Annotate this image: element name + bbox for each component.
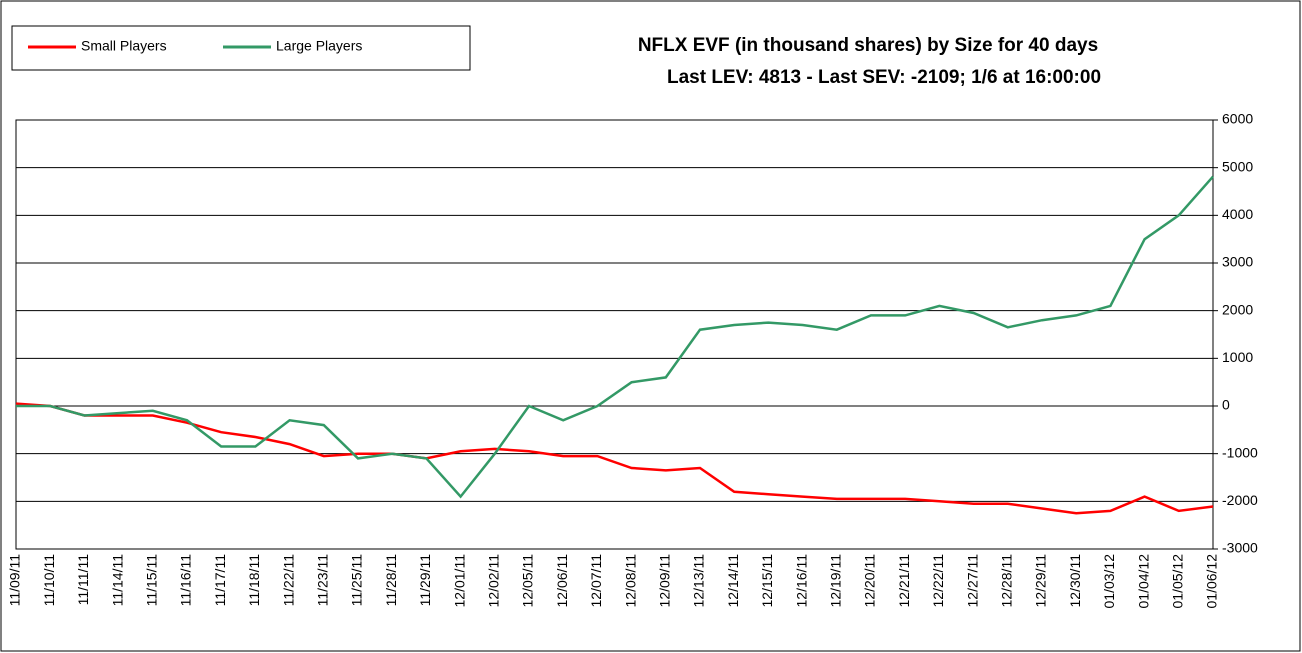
x-tick-label: 11/18/11 — [246, 554, 262, 607]
x-tick-label: 12/08/11 — [622, 554, 638, 608]
y-tick-label: 0 — [1222, 397, 1230, 413]
y-tick-label: 4000 — [1222, 206, 1253, 222]
x-tick-label: 12/21/11 — [896, 554, 912, 608]
x-tick-label: 12/29/11 — [1033, 554, 1049, 608]
x-tick-label: 12/27/11 — [964, 554, 980, 608]
x-tick-label: 12/07/11 — [588, 554, 604, 608]
x-tick-label: 11/28/11 — [383, 554, 399, 607]
legend-label: Small Players — [81, 38, 167, 54]
x-tick-label: 11/09/11 — [7, 554, 23, 607]
chart-title: NFLX EVF (in thousand shares) by Size fo… — [638, 35, 1098, 56]
series-line — [16, 175, 1214, 499]
x-tick-label: 12/28/11 — [999, 554, 1015, 608]
x-tick-label: 12/22/11 — [930, 554, 946, 608]
x-tick-label: 11/11/11 — [75, 554, 91, 606]
legend-label: Large Players — [276, 38, 362, 54]
y-tick-label: 3000 — [1222, 254, 1253, 270]
plot-area — [15, 119, 1214, 550]
x-tick-label: 12/02/11 — [486, 554, 502, 608]
x-tick-label: 12/14/11 — [725, 554, 741, 608]
chart-subtitle: Last LEV: 4813 - Last SEV: -2109; 1/6 at… — [667, 67, 1101, 88]
x-tick-label: 11/23/11 — [315, 554, 331, 607]
y-tick-label: -3000 — [1222, 540, 1258, 556]
x-tick-label: 11/17/11 — [212, 554, 228, 607]
x-tick-label: 01/05/12 — [1170, 554, 1186, 609]
y-tick-label: 5000 — [1222, 158, 1253, 174]
y-tick-label: -2000 — [1222, 492, 1258, 508]
x-tick-label: 01/03/12 — [1101, 554, 1117, 609]
x-tick-label: 11/10/11 — [41, 554, 57, 607]
x-tick-label: 01/06/12 — [1204, 554, 1220, 609]
x-tick-label: 11/14/11 — [109, 554, 125, 607]
x-tick-label: 11/25/11 — [349, 554, 365, 607]
series-line — [15, 402, 1214, 515]
x-tick-label: 12/15/11 — [759, 554, 775, 608]
x-tick-label: 11/29/11 — [417, 554, 433, 607]
x-tick-label: 12/01/11 — [451, 554, 467, 608]
x-tick-label: 12/19/11 — [828, 554, 844, 608]
x-tick-label: 12/13/11 — [691, 554, 707, 608]
x-tick-label: 12/16/11 — [793, 554, 809, 608]
x-tick-label: 12/06/11 — [554, 554, 570, 608]
x-tick-label: 11/15/11 — [144, 554, 160, 607]
x-tick-label: 12/30/11 — [1067, 554, 1083, 608]
x-tick-label: 12/20/11 — [862, 554, 878, 608]
x-tick-label: 11/22/11 — [280, 554, 296, 607]
y-tick-label: 2000 — [1222, 301, 1253, 317]
x-tick-label: 12/05/11 — [520, 554, 536, 608]
x-tick-label: 12/09/11 — [657, 554, 673, 608]
y-tick-label: 6000 — [1222, 111, 1253, 127]
x-tick-label: 01/04/12 — [1135, 554, 1151, 609]
x-tick-label: 11/16/11 — [178, 554, 194, 607]
y-tick-label: -1000 — [1222, 444, 1258, 460]
y-tick-label: 1000 — [1222, 349, 1253, 365]
